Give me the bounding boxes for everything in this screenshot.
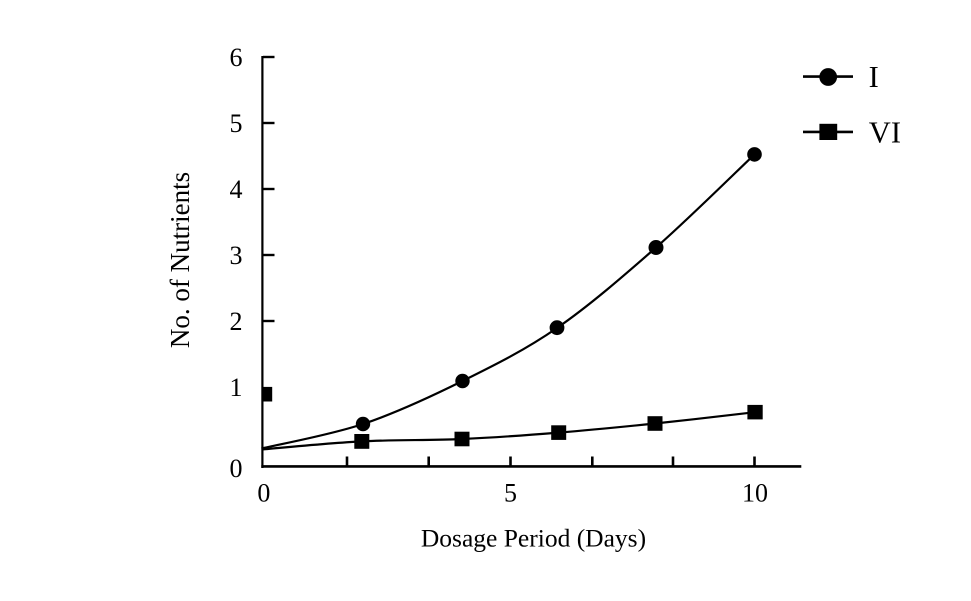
svg-text:6: 6 [230,43,243,72]
svg-text:0: 0 [230,454,243,483]
svg-text:I: I [869,60,879,94]
svg-text:Dosage Period (Days): Dosage Period (Days) [421,524,646,553]
svg-text:VI: VI [869,116,901,150]
svg-text:0: 0 [257,479,270,508]
svg-text:3: 3 [230,241,243,270]
svg-text:1: 1 [230,373,243,402]
svg-text:10: 10 [742,479,768,508]
svg-text:4: 4 [230,175,243,204]
svg-text:5: 5 [504,479,517,508]
svg-text:2: 2 [230,307,243,336]
svg-text:5: 5 [230,109,243,138]
svg-text:No. of Nutrients: No. of Nutrients [165,172,195,348]
